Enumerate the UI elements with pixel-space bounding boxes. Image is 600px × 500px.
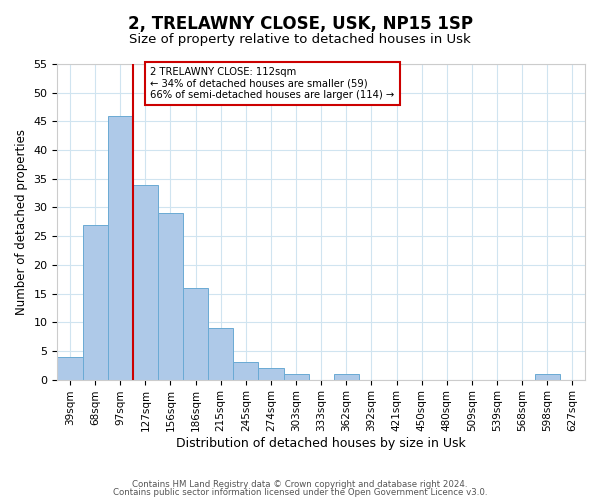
Bar <box>58 356 83 380</box>
Bar <box>158 213 183 380</box>
Bar <box>107 116 133 380</box>
Text: Contains HM Land Registry data © Crown copyright and database right 2024.: Contains HM Land Registry data © Crown c… <box>132 480 468 489</box>
Bar <box>83 224 107 380</box>
Bar <box>334 374 359 380</box>
Bar <box>259 368 284 380</box>
Text: Contains public sector information licensed under the Open Government Licence v3: Contains public sector information licen… <box>113 488 487 497</box>
Bar <box>284 374 308 380</box>
Bar <box>535 374 560 380</box>
Y-axis label: Number of detached properties: Number of detached properties <box>15 129 28 315</box>
X-axis label: Distribution of detached houses by size in Usk: Distribution of detached houses by size … <box>176 437 466 450</box>
Text: Size of property relative to detached houses in Usk: Size of property relative to detached ho… <box>129 32 471 46</box>
Bar <box>183 288 208 380</box>
Bar <box>208 328 233 380</box>
Bar <box>233 362 259 380</box>
Text: 2, TRELAWNY CLOSE, USK, NP15 1SP: 2, TRELAWNY CLOSE, USK, NP15 1SP <box>128 15 473 33</box>
Text: 2 TRELAWNY CLOSE: 112sqm
← 34% of detached houses are smaller (59)
66% of semi-d: 2 TRELAWNY CLOSE: 112sqm ← 34% of detach… <box>151 67 395 100</box>
Bar <box>133 184 158 380</box>
